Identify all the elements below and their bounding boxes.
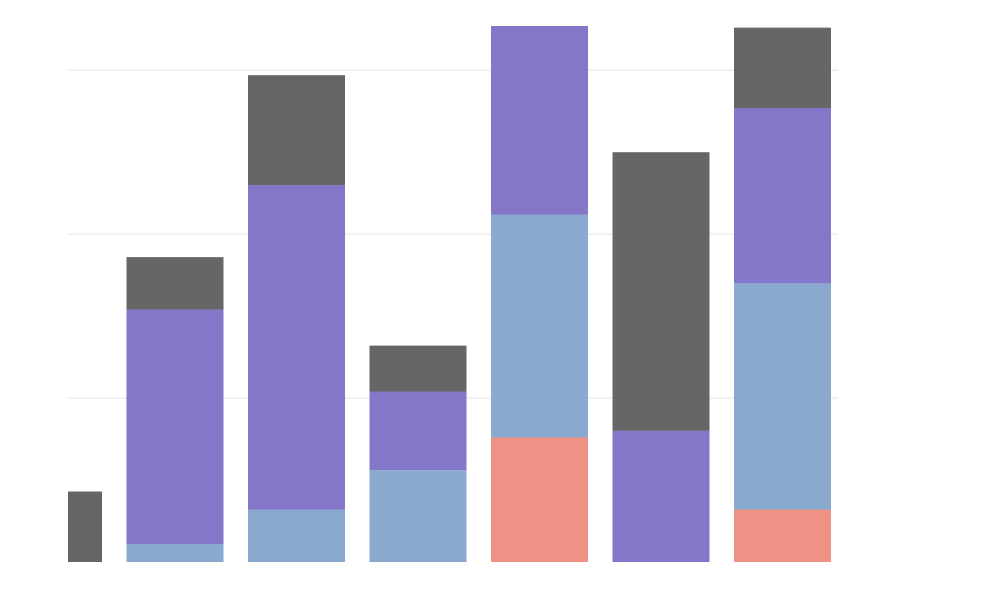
bar-segment-4-series-3 <box>369 391 467 471</box>
bar-segment-4-series-2 <box>369 470 467 562</box>
bar-segment-7-series-2 <box>734 283 831 510</box>
bar-segment-7-series-1 <box>734 509 831 562</box>
bar-segment-5-series-3 <box>491 26 588 215</box>
bar-segment-6-series-3 <box>612 430 710 562</box>
bar-segment-4-series-4 <box>369 345 467 392</box>
bar-segment-6-series-4 <box>612 152 710 431</box>
bar-segment-2-series-2 <box>126 543 224 562</box>
bar-segment-2-series-3 <box>126 309 224 544</box>
bar-segment-3-series-4 <box>248 75 345 185</box>
bar-segment-2-series-4 <box>126 257 224 310</box>
bar-segment-5-series-1 <box>491 437 588 562</box>
bar-segment-1-series-4 <box>68 491 102 562</box>
bar-segment-3-series-3 <box>248 184 345 510</box>
bar-segment-7-series-3 <box>734 107 831 284</box>
bar-segment-3-series-2 <box>248 509 345 562</box>
bar-segment-7-series-4 <box>734 27 831 108</box>
bar-segment-5-series-2 <box>491 214 588 438</box>
